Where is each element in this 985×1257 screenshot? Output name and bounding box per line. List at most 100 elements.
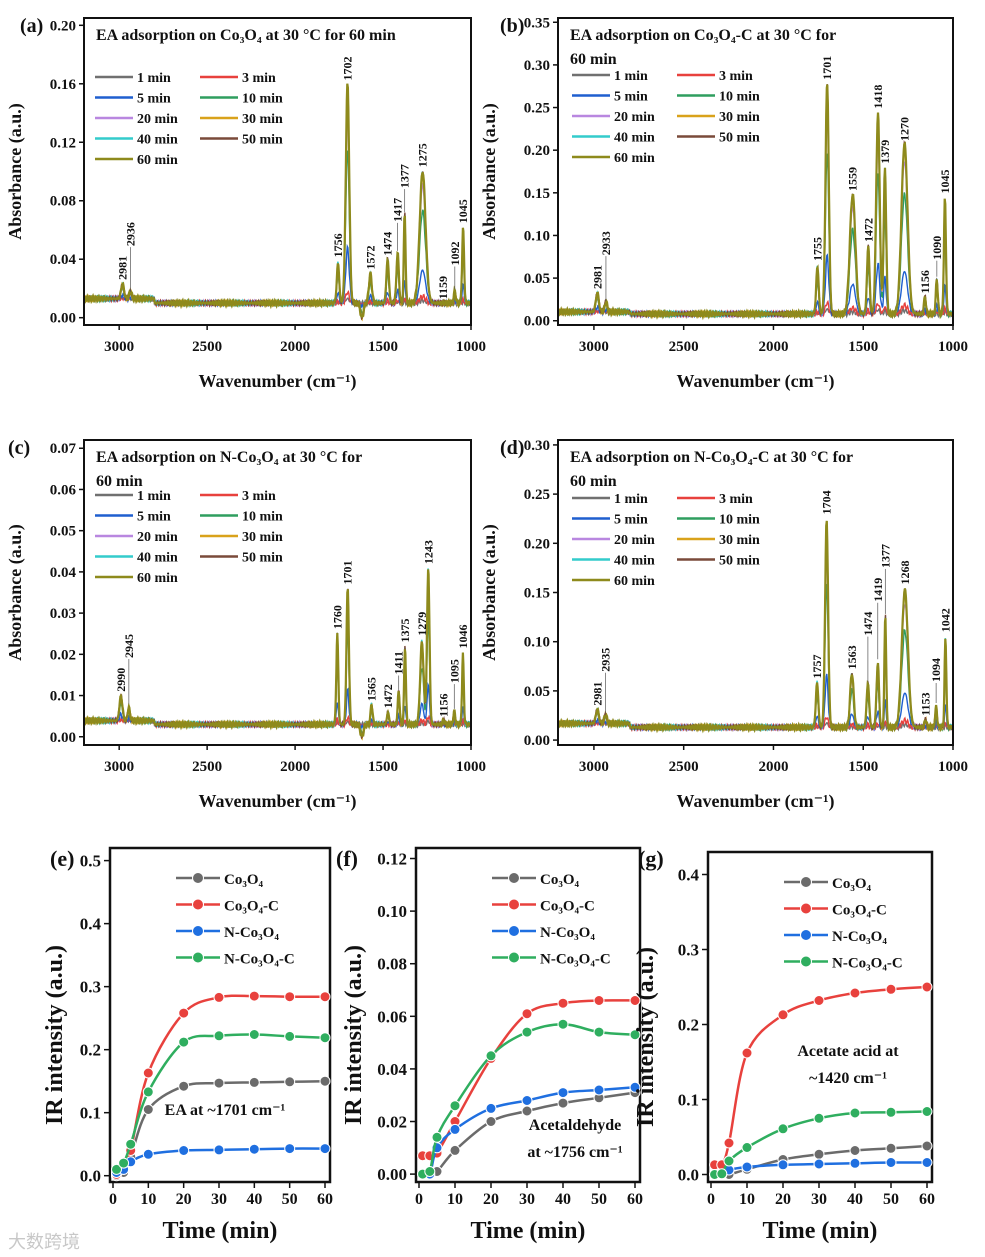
legend-label: 5 min — [614, 90, 648, 105]
x-tick-label: 2000 — [280, 339, 310, 355]
legend-marker — [800, 876, 812, 888]
chart-title: EA adsorption on Co₃O₄-C at 30 °C for — [570, 27, 836, 44]
x-tick-label: 3000 — [104, 759, 134, 775]
peak-label: 1275 — [416, 143, 430, 167]
data-point — [813, 1158, 825, 1170]
legend-label: 50 min — [719, 131, 760, 146]
peak-label: 1419 — [871, 578, 885, 602]
y-tick-label: 0.10 — [377, 902, 407, 921]
x-tick-label: 60 — [919, 1191, 935, 1208]
x-tick-label: 60 — [627, 1191, 643, 1208]
y-tick-label: 0.15 — [524, 586, 550, 602]
data-point — [449, 1123, 461, 1135]
y-tick-label: 0.04 — [50, 252, 77, 268]
data-point — [213, 991, 225, 1003]
data-point — [629, 1029, 641, 1041]
data-point — [716, 1168, 728, 1180]
legend-marker — [800, 955, 812, 968]
legend-label: 50 min — [719, 554, 760, 569]
y-tick-label: 0.06 — [377, 1007, 407, 1026]
data-point — [248, 1143, 260, 1155]
x-tick-label: 3000 — [579, 339, 609, 355]
annotation: Acetaldehyde — [529, 1117, 621, 1134]
peak-label: 1279 — [415, 612, 429, 636]
y-tick-label: 0.05 — [524, 684, 550, 700]
y-tick-label: 0.07 — [50, 441, 77, 457]
y-tick-label: 0.30 — [524, 438, 550, 454]
y-tick-label: 0.5 — [80, 852, 101, 871]
data-point — [319, 1032, 331, 1044]
x-tick-label: 2000 — [758, 759, 788, 775]
data-point — [449, 1144, 461, 1156]
data-point — [629, 1081, 641, 1093]
legend-label: N-Co₃O₄ — [832, 929, 887, 945]
peak-label: 1472 — [861, 218, 875, 242]
y-tick-label: 0.25 — [524, 101, 550, 117]
legend-label: Co₃O₄-C — [540, 899, 595, 915]
data-point — [813, 1148, 825, 1160]
data-point — [741, 1142, 753, 1153]
x-tick-label: 1500 — [368, 339, 398, 355]
x-tick-label: 10 — [140, 1191, 156, 1208]
x-tick-label: 20 — [775, 1191, 791, 1208]
legend-label: 30 min — [242, 530, 283, 545]
spectrum-line-50-min — [83, 570, 472, 740]
peak-label: 1755 — [810, 237, 824, 261]
legend-label: 60 min — [614, 151, 655, 166]
spectrum-line-5-min — [557, 253, 954, 319]
data-point — [319, 1143, 331, 1155]
panel-label: (b) — [500, 15, 524, 37]
legend-label: 10 min — [719, 513, 760, 528]
data-point — [118, 1157, 130, 1169]
x-tick-label: 50 — [282, 1191, 298, 1208]
x-tick-label: 2500 — [192, 759, 222, 775]
y-tick-label: 0.4 — [80, 915, 102, 934]
x-tick-label: 0 — [415, 1191, 423, 1208]
legend-marker — [192, 898, 204, 911]
chart-title: EA adsorption on N-Co₃O₄-C at 30 °C for — [570, 449, 853, 466]
legend-label: 5 min — [614, 513, 648, 528]
panel-label: (d) — [500, 437, 524, 459]
data-point — [213, 1030, 225, 1042]
legend-marker — [192, 951, 204, 964]
x-tick-label: 1000 — [938, 759, 968, 775]
spectrum-panel-a: 3000 2500 2000 1500 1000 0.00 0.04 0.08 0.12 0.16… — [5, 15, 486, 392]
kinetics-panel-f: 0 10 20 30 40 50 60 0.00 0.02 0.04 0.06 0.08 0.10 0.1… — [336, 846, 643, 1244]
spectrum-line-10-min — [557, 583, 954, 733]
legend-label: 1 min — [137, 71, 171, 86]
legend-label: N-Co₃O₄-C — [832, 956, 903, 972]
y-tick-label: 0.00 — [524, 314, 550, 330]
data-point — [449, 1100, 461, 1112]
peak-label: 1156 — [918, 270, 932, 293]
x-tick-label: 50 — [591, 1191, 607, 1208]
data-point — [521, 1095, 533, 1106]
panel-label: (a) — [20, 15, 43, 37]
legend-marker — [508, 872, 520, 884]
peak-label: 2981 — [116, 256, 130, 280]
data-point — [111, 1163, 122, 1175]
plot-frame — [557, 17, 954, 326]
spectrum-line-10-min — [83, 150, 472, 317]
legend-marker — [800, 929, 812, 941]
y-tick-label: 0.20 — [50, 18, 76, 34]
y-tick-label: 0.05 — [50, 524, 76, 540]
data-point — [213, 1144, 225, 1156]
spectrum-line-30-min — [557, 95, 954, 319]
data-point — [485, 1116, 497, 1127]
legend-marker — [508, 898, 520, 911]
legend-label: 10 min — [242, 92, 283, 107]
peak-label: 1156 — [437, 694, 451, 717]
peak-label: 1563 — [845, 645, 859, 669]
peak-label: 2981 — [590, 265, 604, 289]
peak-label: 2990 — [114, 668, 128, 692]
watermark: 大数跨境 — [8, 1232, 80, 1253]
legend-label: N-Co₃O₄ — [224, 925, 279, 941]
data-point — [921, 981, 933, 993]
y-tick-label: 0.3 — [80, 978, 101, 997]
legend-label: 50 min — [242, 133, 283, 148]
y-tick-label: 0.20 — [524, 143, 550, 159]
annotation: at ~1756 cm⁻¹ — [527, 1144, 623, 1161]
x-tick-label: 10 — [739, 1191, 755, 1208]
data-point — [885, 1157, 897, 1168]
peak-label: 1756 — [331, 233, 345, 257]
